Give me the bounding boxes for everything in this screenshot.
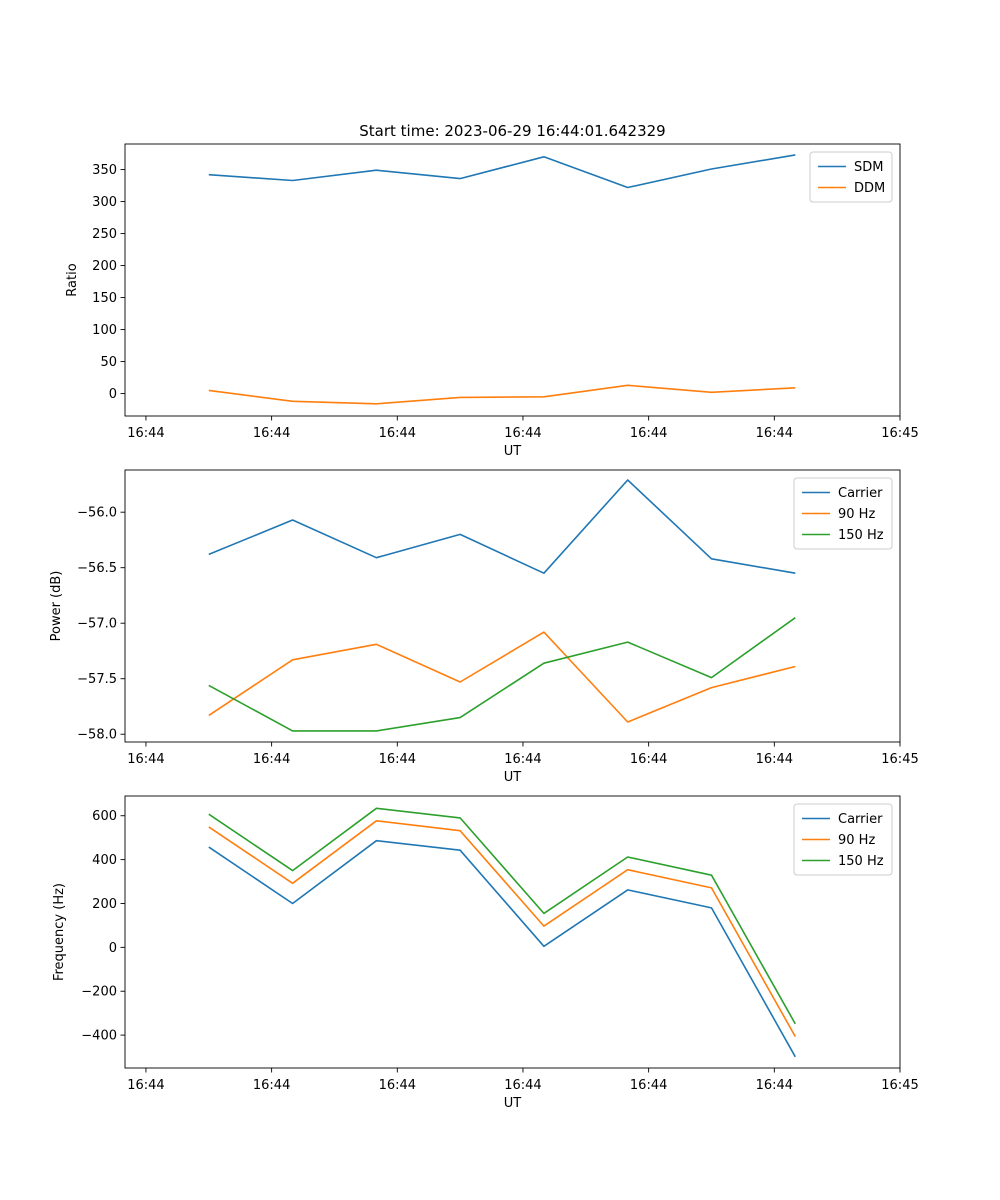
y-axis-label: Power (dB) — [49, 571, 64, 642]
y-tick-label: −58.0 — [77, 728, 117, 743]
x-tick-label: 16:44 — [379, 1078, 416, 1093]
x-tick-label: 16:45 — [881, 752, 918, 767]
y-axis-label: Frequency (Hz) — [52, 883, 67, 981]
y-tick-label: −200 — [81, 985, 117, 1000]
y-tick-label: 350 — [92, 163, 117, 178]
series-line-carrier — [208, 839, 796, 1058]
x-tick-label: 16:44 — [379, 752, 416, 767]
legend-box — [809, 151, 893, 203]
x-axis-label: UT — [504, 1096, 522, 1111]
x-axis-label: UT — [504, 444, 522, 459]
x-tick-label: 16:44 — [756, 752, 793, 767]
y-tick-label: 150 — [92, 291, 117, 306]
legend-entry: SDM — [854, 160, 883, 175]
y-tick-label: −56.0 — [77, 506, 117, 521]
y-tick-label: −57.0 — [77, 617, 117, 632]
x-tick-label: 16:44 — [127, 752, 164, 767]
x-tick-label: 16:44 — [504, 426, 541, 441]
x-tick-label: 16:44 — [630, 1078, 667, 1093]
x-tick-label: 16:45 — [881, 426, 918, 441]
x-tick-label: 16:44 — [253, 752, 290, 767]
y-tick-label: −400 — [81, 1029, 117, 1044]
series-line-sdm — [208, 154, 796, 189]
subplot-1: 16:44 16:44 16:44 16:44 16:44 16:44 16:45 0 50 10… — [65, 122, 919, 459]
y-tick-label: 50 — [100, 355, 117, 370]
axes-frame — [124, 795, 901, 1069]
x-tick-label: 16:44 — [756, 1078, 793, 1093]
subplot-2: 16:44 16:44 16:44 16:44 16:44 16:44 16:45 −58.0… — [49, 469, 919, 785]
series-line-carrier — [208, 479, 796, 575]
series-line-90-hz — [208, 631, 796, 723]
subplot-3: 16:44 16:44 16:44 16:44 16:44 16:44 16:45 −400 −… — [52, 795, 919, 1111]
series-line-150-hz — [208, 617, 796, 732]
legend-box — [793, 803, 893, 876]
x-tick-label: 16:44 — [630, 426, 667, 441]
legend-entry: Carrier — [838, 486, 883, 501]
x-tick-label: 16:44 — [379, 426, 416, 441]
legend-entry: 150 Hz — [838, 528, 884, 543]
legend-entry: 90 Hz — [838, 507, 875, 522]
y-tick-label: 200 — [92, 259, 117, 274]
y-tick-label: 600 — [92, 809, 117, 824]
x-tick-label: 16:44 — [127, 1078, 164, 1093]
legend: SDM DDM — [809, 151, 893, 203]
x-tick-label: 16:44 — [127, 426, 164, 441]
legend-entry: 150 Hz — [838, 854, 884, 869]
y-tick-label: 400 — [92, 853, 117, 868]
x-tick-label: 16:44 — [253, 1078, 290, 1093]
y-tick-label: −56.5 — [77, 561, 117, 576]
axes-frame — [124, 469, 901, 743]
series-line-ddm — [208, 384, 796, 405]
y-axis-label: Ratio — [65, 263, 80, 296]
x-tick-label: 16:44 — [504, 752, 541, 767]
legend-entry: Carrier — [838, 812, 883, 827]
x-axis-label: UT — [504, 770, 522, 785]
x-tick-label: 16:44 — [253, 426, 290, 441]
legend-box — [793, 477, 893, 550]
series-line-150-hz — [208, 807, 796, 1025]
x-tick-label: 16:45 — [881, 1078, 918, 1093]
y-tick-label: 250 — [92, 227, 117, 242]
x-tick-label: 16:44 — [756, 426, 793, 441]
legend: Carrier 90 Hz 150 Hz — [793, 477, 893, 550]
axes-frame — [124, 143, 901, 417]
chart-title: Start time: 2023-06-29 16:44:01.642329 — [359, 122, 665, 140]
y-tick-label: 0 — [109, 941, 117, 956]
x-tick-label: 16:44 — [504, 1078, 541, 1093]
legend-entry: 90 Hz — [838, 833, 875, 848]
x-tick-label: 16:44 — [630, 752, 667, 767]
y-tick-label: 100 — [92, 323, 117, 338]
series-line-90-hz — [208, 819, 796, 1037]
y-tick-label: 300 — [92, 195, 117, 210]
y-tick-label: 200 — [92, 897, 117, 912]
legend-entry: DDM — [854, 181, 885, 196]
y-tick-label: 0 — [109, 387, 117, 402]
y-tick-label: −57.5 — [77, 672, 117, 687]
legend: Carrier 90 Hz 150 Hz — [793, 803, 893, 876]
